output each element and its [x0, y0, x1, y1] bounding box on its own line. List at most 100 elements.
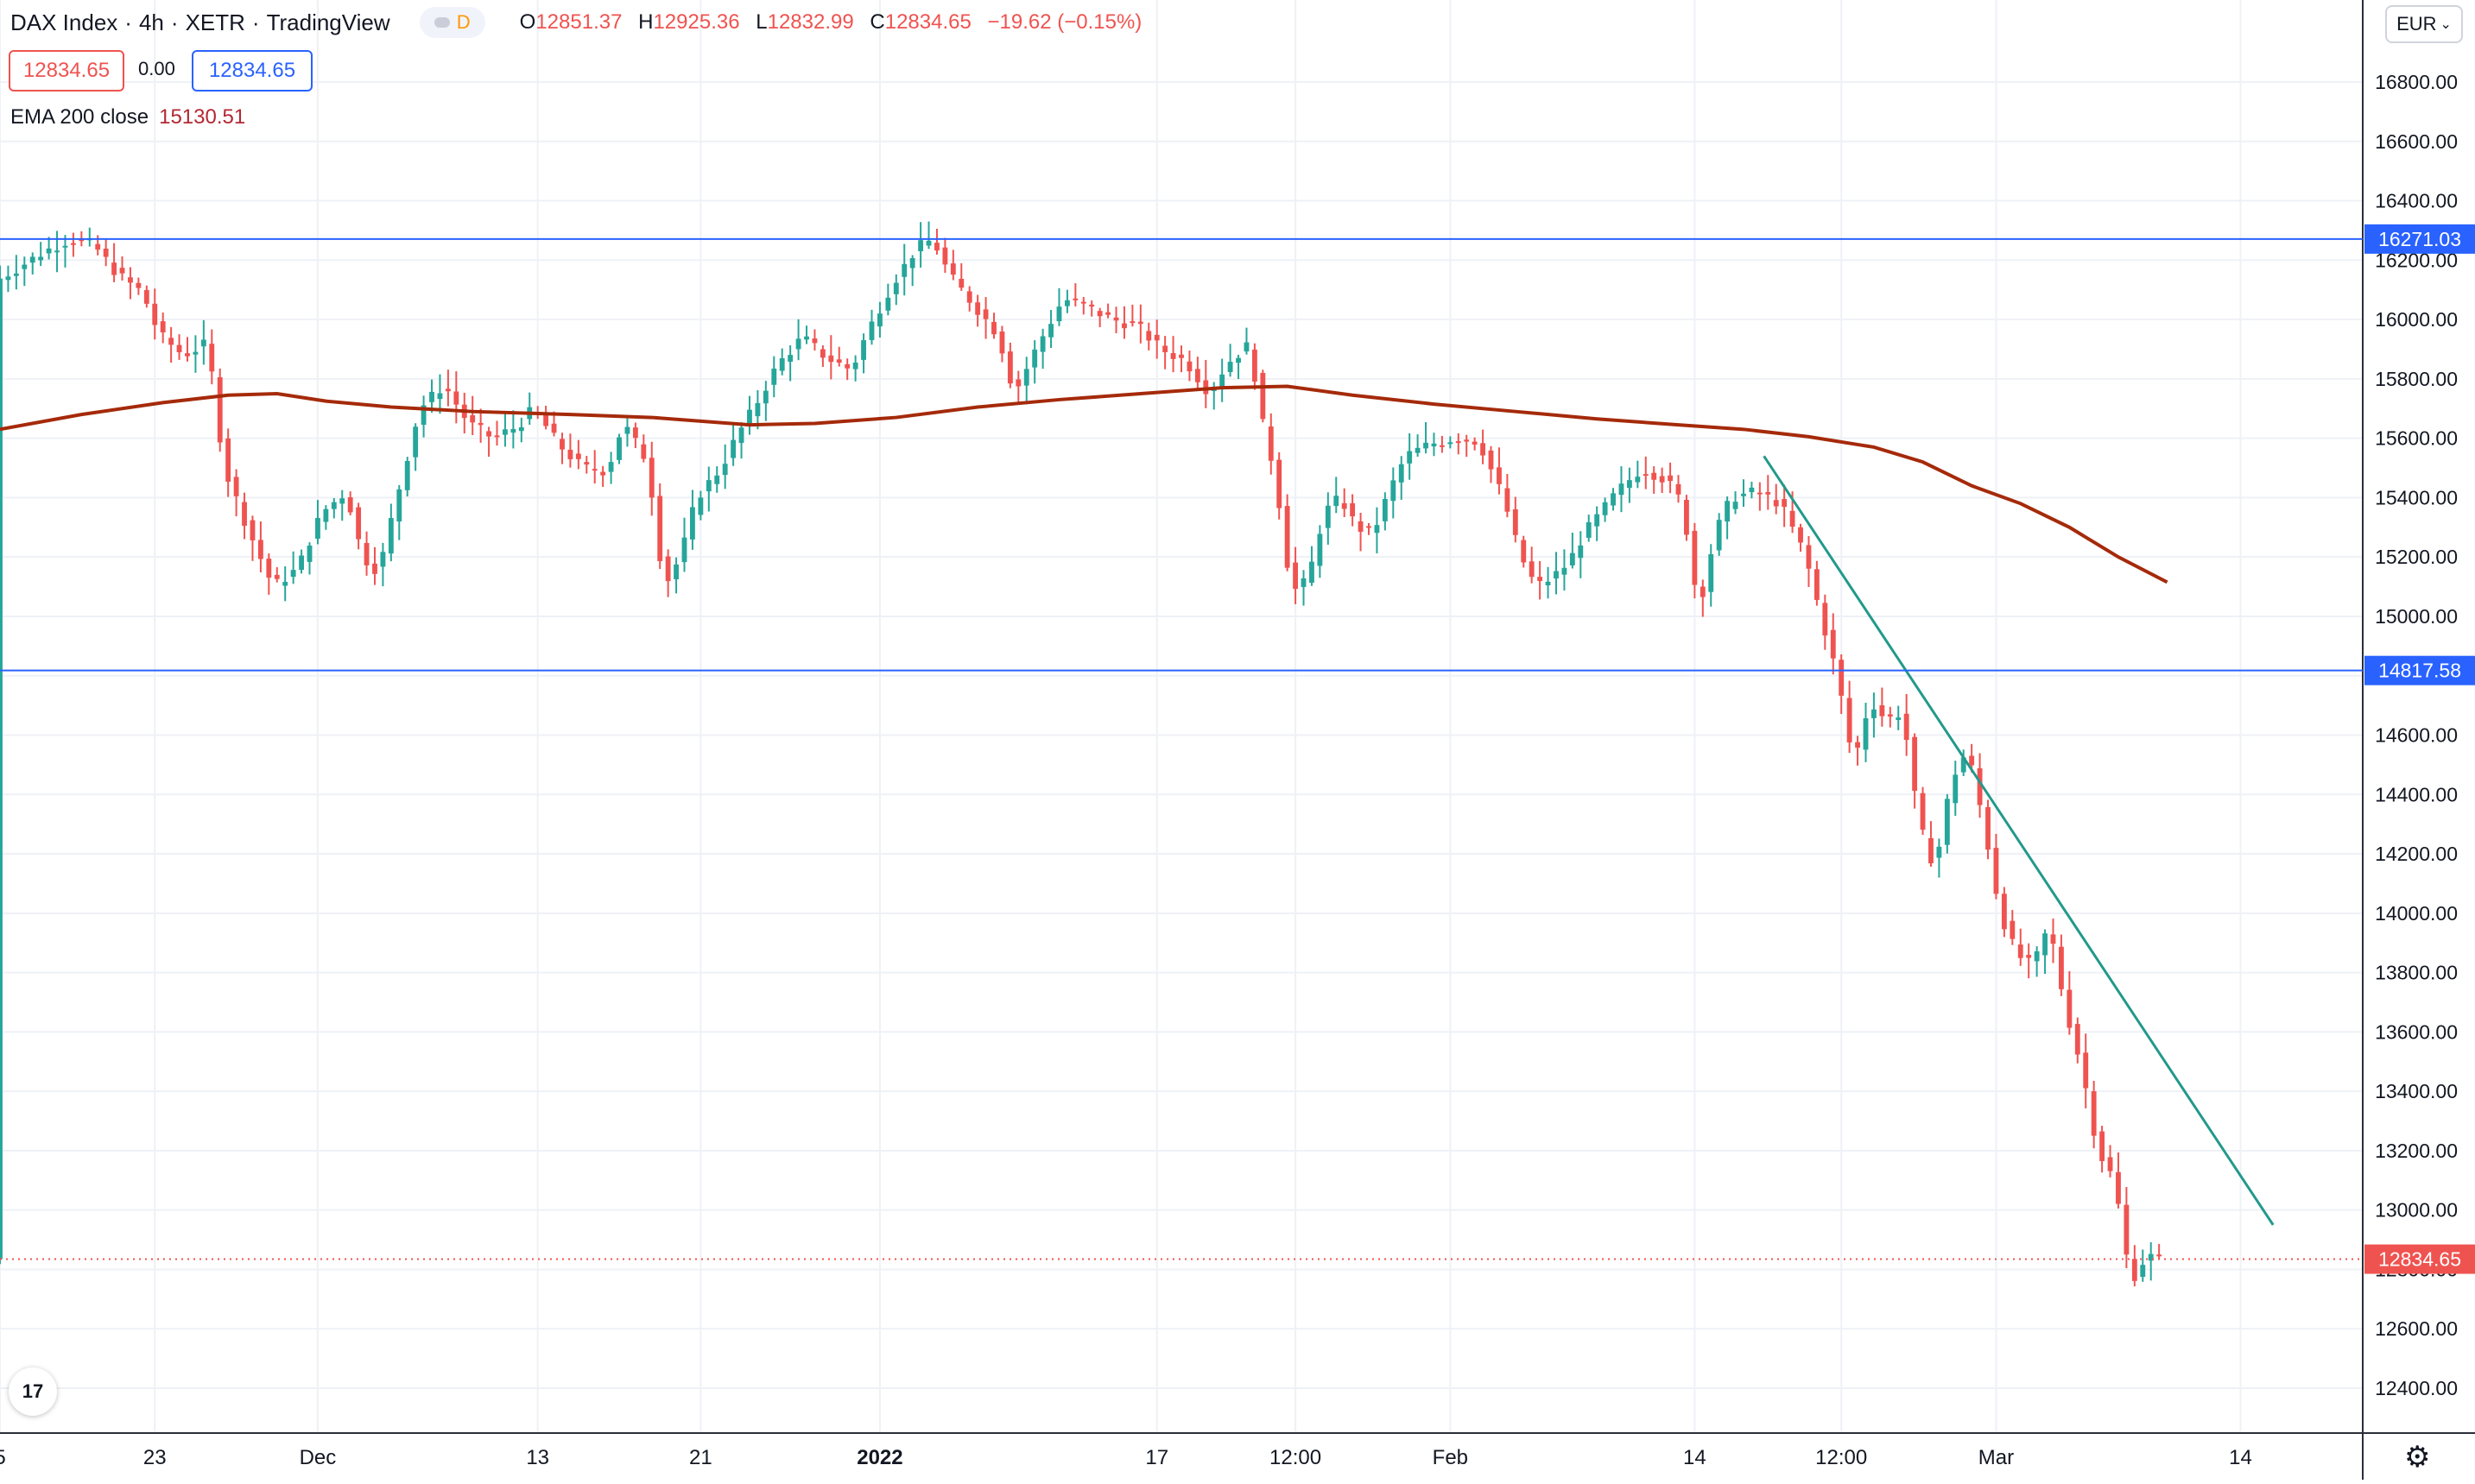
candle-body [152, 303, 158, 325]
candle-body [771, 368, 777, 385]
candle-body [926, 240, 932, 246]
candle-body [2001, 894, 2007, 930]
legend-separator: · [170, 9, 179, 35]
candle-body [128, 277, 133, 283]
candle-body [13, 273, 19, 276]
candle-body [1251, 349, 1257, 382]
price-tick-label: 14400.00 [2375, 783, 2458, 805]
interval-label[interactable]: 4h [138, 9, 164, 35]
candle-body [641, 444, 647, 459]
price-tick-label: 13200.00 [2375, 1140, 2458, 1162]
candle-body [1903, 713, 1909, 741]
candle-body [551, 423, 557, 433]
price-tick-label: 15400.00 [2375, 486, 2458, 508]
candle-body [364, 542, 370, 565]
candle-body [1170, 353, 1176, 359]
candle-body [1398, 464, 1404, 483]
exchange-label: XETR [185, 9, 245, 35]
candle-body [1415, 447, 1421, 453]
buy-price-button[interactable]: 12834.65 [192, 50, 313, 92]
close-key: C [870, 10, 885, 34]
candle-body [690, 507, 695, 540]
open-value: 12851.37 [535, 10, 623, 34]
candle-body [176, 344, 182, 353]
ema-legend[interactable]: EMA 200 close 15130.51 [10, 105, 245, 129]
currency-selector[interactable]: EUR ⌄ [2385, 5, 2463, 43]
candle-body [893, 282, 899, 294]
candle-body [1651, 472, 1657, 480]
candle-body [714, 475, 720, 484]
candle-body [1341, 502, 1347, 509]
candle-body [852, 363, 858, 369]
candle-body [1317, 534, 1323, 566]
candle-body [1276, 459, 1282, 508]
candle-body [1668, 475, 1673, 482]
candle-body [1684, 499, 1689, 535]
candle-body [1708, 553, 1714, 592]
candle-body [1366, 526, 1371, 528]
candle-body [1447, 442, 1453, 445]
candle-body [2156, 1254, 2162, 1257]
candle-body [657, 496, 663, 561]
candle-body [738, 427, 744, 444]
symbol-name[interactable]: DAX Index [10, 9, 118, 35]
candle-body [1194, 369, 1200, 382]
candle-body [143, 290, 149, 304]
candle-body [62, 245, 68, 248]
ema-200-line[interactable] [0, 384, 2168, 584]
candle-body [1504, 488, 1510, 512]
time-tick-label: 13 [526, 1446, 549, 1469]
candle-body [1822, 603, 1828, 636]
candle-body [1023, 369, 1029, 386]
candle-body [274, 574, 280, 579]
trendline[interactable] [1763, 455, 2275, 1226]
candle-body [1855, 742, 1860, 748]
candle-body [413, 426, 419, 458]
candle-body [1569, 553, 1575, 565]
market-status-badge[interactable]: D [419, 7, 485, 38]
candle-body [1056, 306, 1062, 322]
tradingview-logo-icon[interactable]: 17 [9, 1367, 57, 1416]
candle-body [1374, 525, 1380, 534]
candle-body [1236, 357, 1241, 363]
currency-label: EUR [2396, 13, 2437, 35]
candle-body [1871, 709, 1877, 718]
candle-body [217, 376, 223, 443]
candle-body [975, 302, 981, 315]
candle-body [909, 258, 915, 268]
candle-body [1789, 510, 1795, 527]
sell-price-button[interactable]: 12834.65 [9, 50, 124, 92]
candle-body [1301, 578, 1307, 587]
candle-body [1602, 502, 1608, 515]
change-value: −19.62 (−0.15%) [987, 10, 1143, 34]
candle-body [617, 437, 622, 460]
candle-body [1594, 514, 1600, 527]
price-tick-label: 14200.00 [2375, 843, 2458, 865]
candle-body [959, 278, 965, 288]
candle-body [2083, 1052, 2089, 1089]
legend-separator: · [251, 9, 260, 35]
gear-icon[interactable]: ⚙ [2404, 1441, 2431, 1474]
candle-body [1130, 321, 1136, 324]
time-tick-label: Feb [1433, 1446, 1468, 1469]
candle-body [429, 391, 434, 402]
candle-body [1830, 629, 1836, 659]
price-tick-label: 15200.00 [2375, 546, 2458, 568]
candle-body [1464, 439, 1470, 442]
candle-body [1089, 304, 1095, 307]
candle-body [763, 390, 769, 404]
candle-body [1407, 451, 1413, 464]
candle-body [331, 502, 337, 509]
candle-body [356, 507, 362, 540]
candle-body [836, 359, 842, 363]
candle-body [22, 264, 28, 269]
candle-body [119, 268, 125, 274]
candle-body [209, 344, 215, 372]
candle-body [1284, 506, 1290, 568]
candle-body [1953, 774, 1959, 804]
candle-body [674, 564, 679, 580]
candle-body [1741, 493, 1746, 496]
candle-body [885, 297, 891, 311]
